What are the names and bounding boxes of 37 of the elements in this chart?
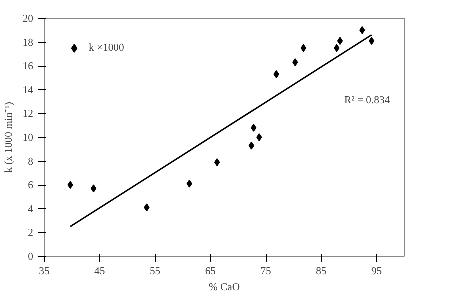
x-tick-label: 35 — [39, 266, 50, 278]
y-tick-label: 6 — [28, 180, 34, 192]
point — [68, 181, 74, 190]
x-tick-label: 45 — [94, 266, 106, 278]
annotation: R² = 0.834 — [344, 96, 391, 106]
x-tick-label: 95 — [371, 266, 382, 278]
y-tick-label: 2 — [28, 228, 34, 240]
y-tick-label: 14 — [22, 85, 34, 96]
y-tick-label: 16 — [22, 62, 34, 73]
y-tick-label: 10 — [22, 133, 34, 144]
y-axis-title: k (x 1000 min⁻¹) — [4, 102, 15, 173]
x-tick-label: 65 — [205, 266, 216, 278]
legend-label: k ×1000 — [89, 42, 124, 54]
y-tick-label: 18 — [22, 38, 34, 49]
point — [292, 58, 298, 67]
y-tick-label: 4 — [28, 204, 34, 216]
y-tick-label: 12 — [22, 109, 34, 120]
point — [248, 142, 254, 150]
point — [186, 180, 192, 188]
point — [144, 204, 150, 212]
point — [360, 26, 366, 34]
point — [256, 134, 262, 142]
x-axis-title: % CaO — [208, 282, 240, 294]
point — [334, 44, 340, 52]
point — [214, 158, 220, 166]
point — [90, 184, 97, 193]
point — [251, 124, 257, 132]
point — [274, 70, 280, 78]
x-tick-label: 75 — [260, 266, 272, 278]
y-tick-label: 0 — [28, 252, 34, 263]
point — [337, 37, 344, 46]
point — [368, 37, 375, 46]
x-tick-label: 55 — [150, 266, 161, 278]
y-tick-label: 20 — [22, 14, 34, 25]
point — [300, 44, 307, 52]
x-tick-label: 85 — [316, 266, 327, 278]
y-tick-label: 8 — [28, 156, 34, 168]
